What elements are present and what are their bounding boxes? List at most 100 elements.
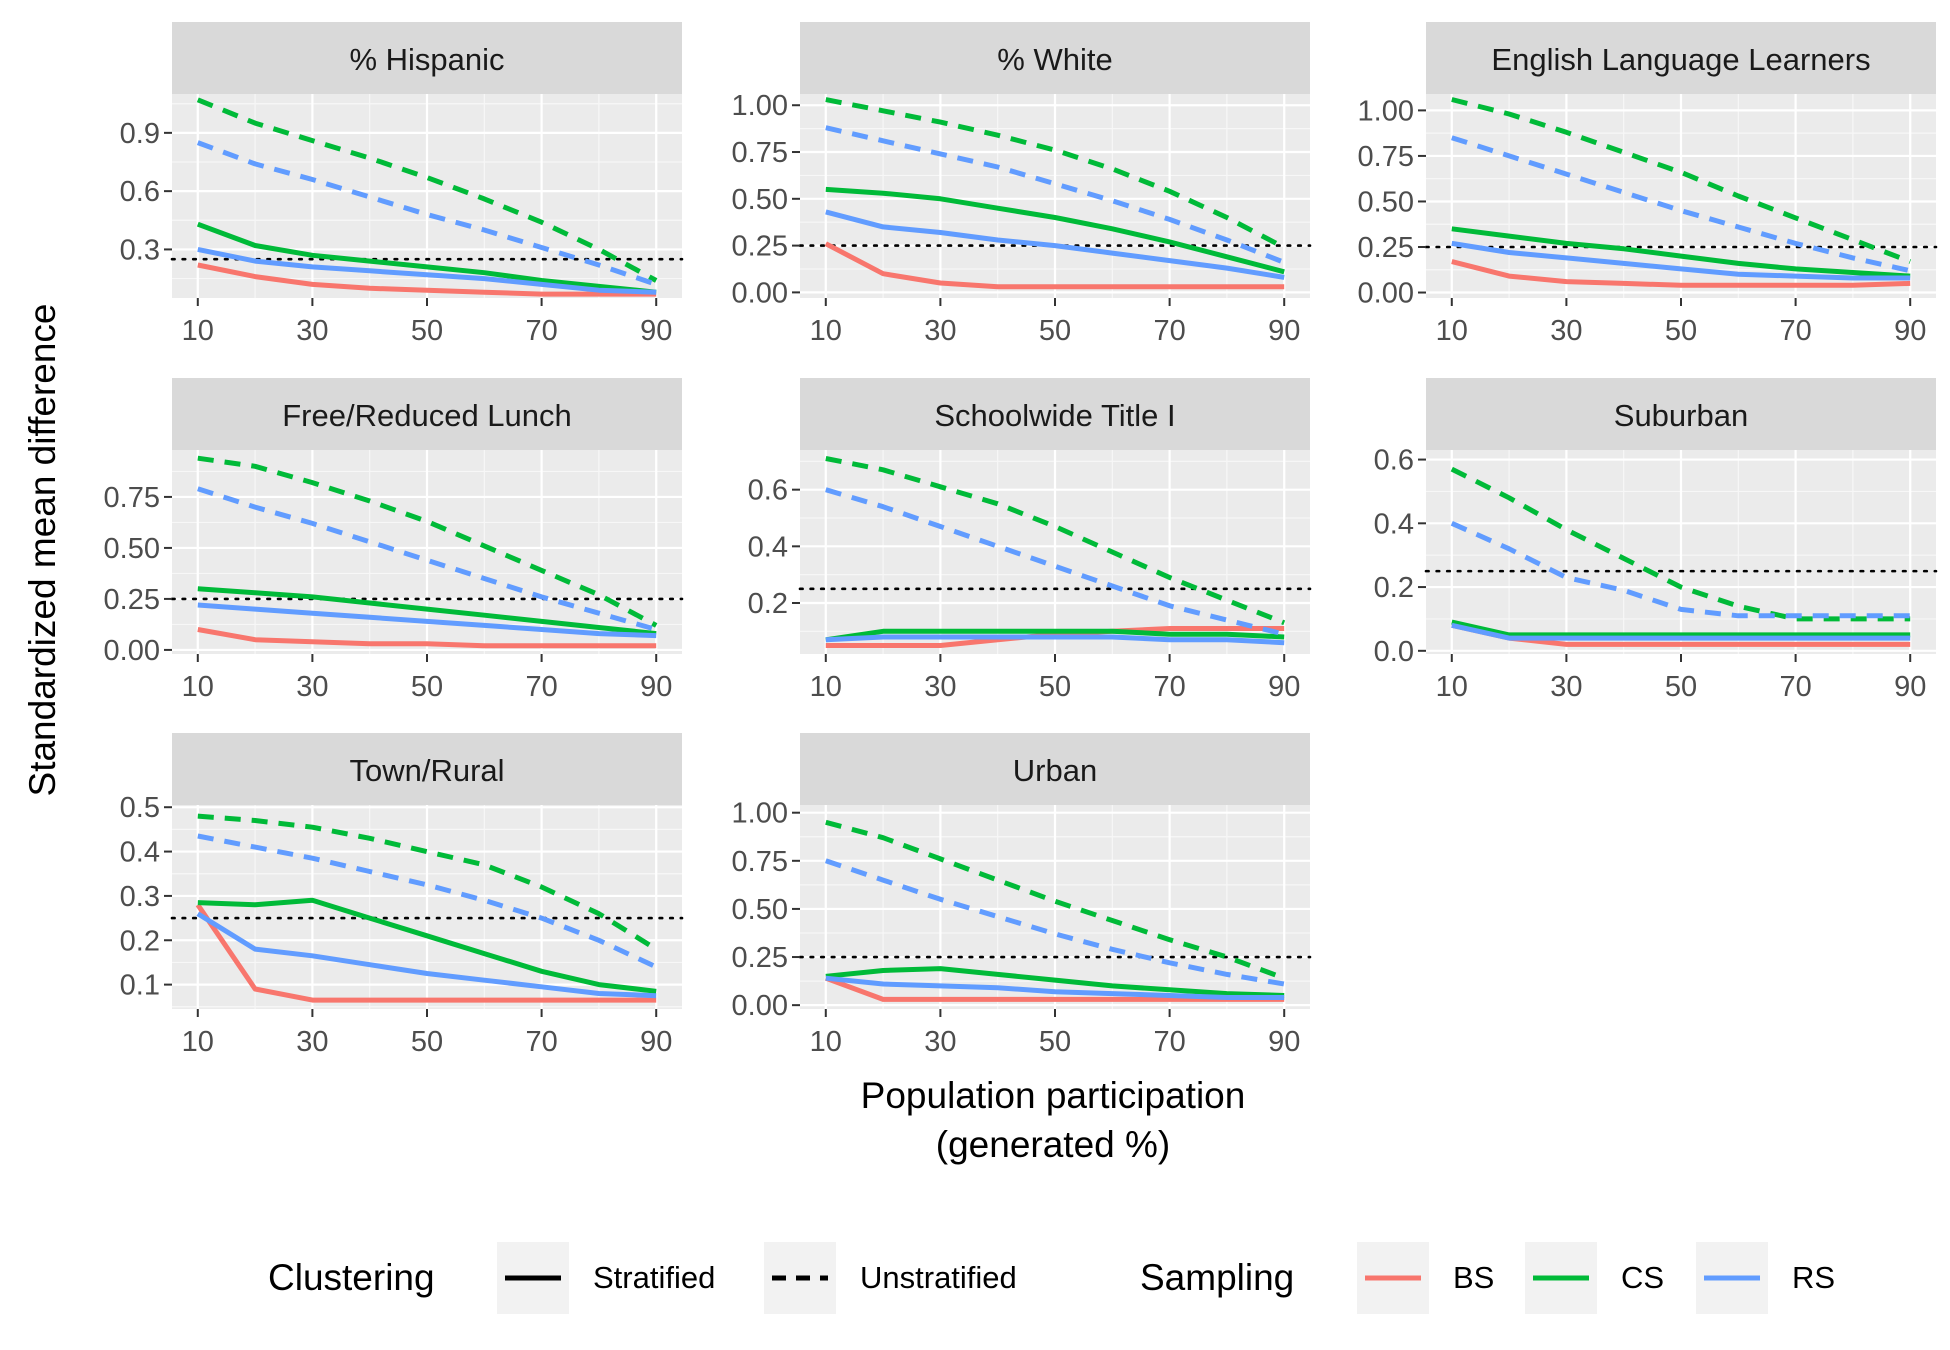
legend-label: Unstratified	[860, 1260, 1017, 1295]
x-tick-label: 10	[810, 1026, 842, 1058]
series-line-cs-stratified	[197, 897, 657, 994]
x-tick-label: 70	[1779, 315, 1811, 347]
x-tick-label: 50	[1039, 1026, 1071, 1058]
x-tick-label: 10	[1436, 671, 1468, 703]
series-line-rs-stratified	[825, 209, 1285, 280]
series-line-rs-stratified	[197, 246, 657, 295]
y-tick-label: 0.3	[120, 234, 160, 266]
facet-title: Schoolwide Title I	[934, 398, 1175, 433]
x-tick-label: 50	[1665, 671, 1697, 703]
y-tick-label: 0.9	[120, 118, 160, 150]
series-line-bs-stratified	[825, 626, 1285, 648]
x-tick-label: 70	[525, 671, 557, 703]
series-line-bs-stratified	[197, 262, 657, 297]
chart-panels: % Hispanic 0.3 0.6 0.9 10 30 50 70 90 % White 0.00…	[104, 22, 1938, 1058]
facet-strip	[800, 733, 1310, 805]
x-tick-label: 90	[1268, 671, 1300, 703]
facet-title: Free/Reduced Lunch	[282, 398, 572, 433]
facet-strip	[800, 378, 1310, 450]
x-axis-title-line1: Population participation	[861, 1075, 1246, 1116]
facet-panel: Free/Reduced Lunch 0.00 0.25 0.50 0.75 10 30 50…	[104, 378, 684, 703]
facet-panel: % Hispanic 0.3 0.6 0.9 10 30 50 70 90	[120, 22, 684, 347]
facet-title: % White	[997, 42, 1112, 77]
facet-title: Urban	[1013, 753, 1097, 788]
y-tick-label: 0.75	[1358, 141, 1414, 173]
y-tick-label: 0.75	[104, 482, 160, 514]
x-tick-label: 10	[182, 1026, 214, 1058]
x-tick-label: 70	[1153, 671, 1185, 703]
y-tick-label: 0.4	[120, 837, 160, 869]
facet-strip	[172, 733, 682, 805]
y-tick-label: 0.25	[732, 942, 788, 974]
facet-strip	[172, 378, 682, 450]
series-line-cs-stratified	[825, 186, 1285, 275]
series-line-cs-unstratified	[1450, 466, 1911, 622]
y-tick-label: 1.00	[732, 90, 788, 122]
facet-title: English Language Learners	[1491, 42, 1870, 77]
facet-panel: Urban 0.00 0.25 0.50 0.75 1.00 10 30 50 70 90	[732, 733, 1312, 1058]
x-tick-label: 70	[525, 315, 557, 347]
y-tick-label: 0.25	[732, 231, 788, 263]
y-tick-label: 0.5	[120, 792, 160, 824]
y-tick-label: 0.25	[104, 584, 160, 616]
x-tick-label: 90	[640, 671, 672, 703]
facet-panel: Town/Rural 0.1 0.2 0.3 0.4 0.5 10 30 50 70 90	[120, 733, 684, 1058]
y-tick-label: 0.3	[120, 881, 160, 913]
y-tick-label: 0.25	[1358, 232, 1414, 264]
x-tick-label: 30	[296, 1026, 328, 1058]
y-tick-label: 1.00	[1358, 95, 1414, 127]
y-tick-label: 0.1	[120, 970, 160, 1002]
legend: Clustering Stratified Unstratified Sampli…	[268, 1242, 1835, 1314]
legend-clustering-items: Stratified Unstratified	[497, 1242, 1017, 1314]
facet-panel: % White 0.00 0.25 0.50 0.75 1.00 10 30 50 70 90	[732, 22, 1312, 347]
x-tick-label: 50	[1039, 671, 1071, 703]
x-tick-label: 50	[411, 315, 443, 347]
x-tick-label: 90	[1268, 1026, 1300, 1058]
x-tick-label: 70	[1153, 1026, 1185, 1058]
x-tick-label: 70	[525, 1026, 557, 1058]
facet-title: % Hispanic	[349, 42, 504, 77]
series-line-rs-unstratified	[1450, 521, 1911, 619]
series-line-rs-stratified	[197, 602, 657, 639]
y-tick-label: 1.00	[732, 798, 788, 830]
series-line-rs-stratified	[825, 975, 1285, 1000]
y-tick-label: 0.2	[1374, 572, 1414, 604]
facet-strip	[172, 22, 682, 94]
y-tick-label: 0.50	[732, 184, 788, 216]
series-line-rs-stratified	[1451, 240, 1911, 281]
facet-strip	[1426, 378, 1936, 450]
x-tick-label: 10	[810, 671, 842, 703]
legend-sampling-title: Sampling	[1140, 1257, 1294, 1298]
x-tick-label: 30	[296, 671, 328, 703]
x-tick-label: 90	[1894, 671, 1926, 703]
y-tick-label: 0.75	[732, 846, 788, 878]
x-tick-label: 30	[296, 315, 328, 347]
x-tick-label: 30	[1550, 671, 1582, 703]
y-tick-label: 0.50	[732, 894, 788, 926]
y-tick-label: 0.00	[732, 277, 788, 309]
series-line-cs-stratified	[825, 628, 1285, 643]
series-line-cs-stratified	[1451, 619, 1911, 638]
x-tick-label: 10	[1436, 315, 1468, 347]
series-line-cs-stratified	[825, 966, 1285, 998]
y-tick-label: 0.2	[120, 925, 160, 957]
series-line-cs-stratified	[197, 586, 657, 637]
legend-label: RS	[1792, 1260, 1835, 1295]
series-line-bs-stratified	[197, 627, 657, 649]
y-tick-label: 0.00	[1358, 278, 1414, 310]
y-tick-label: 0.00	[732, 990, 788, 1022]
y-tick-label: 0.6	[1374, 445, 1414, 477]
series-line-bs-stratified	[824, 975, 1285, 1002]
y-axis-title: Standardized mean difference	[22, 304, 63, 797]
series-line-cs-stratified	[1451, 226, 1911, 279]
y-tick-label: 0.4	[1374, 508, 1414, 540]
series-line-cs-unstratified	[196, 97, 658, 283]
legend-label: BS	[1453, 1260, 1494, 1295]
x-tick-label: 90	[640, 315, 672, 347]
x-tick-label: 50	[1665, 315, 1697, 347]
series-line-rs-stratified	[196, 911, 657, 999]
x-tick-label: 30	[924, 315, 956, 347]
series-line-cs-stratified	[196, 221, 657, 295]
y-tick-label: 0.50	[1358, 186, 1414, 218]
